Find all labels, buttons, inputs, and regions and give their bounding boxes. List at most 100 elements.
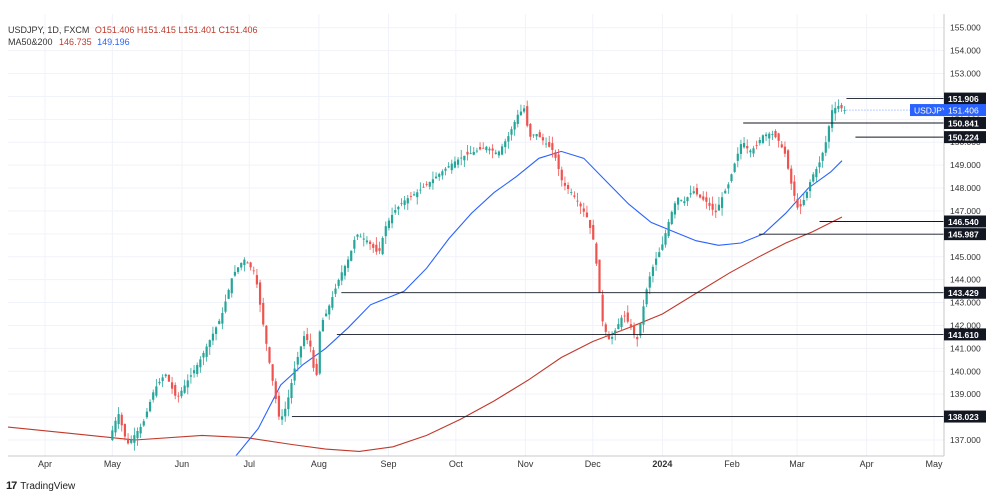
candle-body bbox=[412, 194, 416, 196]
candle bbox=[463, 155, 466, 168]
candle bbox=[727, 182, 730, 194]
candle bbox=[488, 146, 491, 155]
candle-body bbox=[236, 267, 240, 272]
candle bbox=[387, 217, 391, 231]
candle-body bbox=[815, 168, 818, 178]
candle-body bbox=[840, 104, 843, 109]
candle bbox=[431, 171, 435, 190]
tradingview-footer[interactable]: 17 TradingView bbox=[6, 480, 75, 492]
ma200-path bbox=[8, 216, 843, 452]
candle bbox=[768, 131, 771, 147]
candle-body bbox=[636, 337, 639, 340]
candle bbox=[130, 435, 133, 445]
candle bbox=[592, 219, 595, 240]
candle-body bbox=[227, 289, 230, 299]
candle-body bbox=[604, 324, 607, 332]
candle-body bbox=[312, 350, 315, 368]
candle bbox=[780, 140, 783, 149]
candle-body bbox=[601, 294, 604, 322]
candle-body bbox=[519, 111, 523, 116]
candle bbox=[384, 221, 387, 244]
candle-body bbox=[397, 206, 400, 210]
x-tick-label: Nov bbox=[517, 459, 534, 469]
candle bbox=[230, 278, 233, 298]
candle bbox=[469, 145, 472, 155]
candle-body bbox=[711, 203, 714, 210]
candle bbox=[315, 358, 318, 377]
candle-body bbox=[249, 262, 252, 268]
candle-body bbox=[117, 414, 120, 425]
candle-body bbox=[658, 252, 661, 258]
candle-body bbox=[573, 195, 576, 197]
candle bbox=[287, 389, 290, 417]
candle-body bbox=[821, 152, 824, 161]
candle bbox=[262, 297, 265, 327]
candle-body bbox=[617, 324, 620, 330]
candle-body bbox=[500, 146, 504, 155]
candle bbox=[802, 192, 805, 207]
candle-body bbox=[752, 148, 755, 154]
candle bbox=[202, 350, 205, 366]
candle-body bbox=[689, 193, 692, 195]
candle bbox=[343, 264, 347, 280]
candle bbox=[422, 183, 425, 188]
candle bbox=[123, 423, 127, 441]
candle bbox=[632, 322, 636, 339]
candle-body bbox=[488, 148, 491, 151]
candle bbox=[224, 294, 227, 314]
candle bbox=[145, 407, 149, 420]
ma-line: MA50&200 146.735 149.196 bbox=[8, 36, 258, 48]
candle bbox=[397, 205, 400, 216]
candle-body bbox=[793, 181, 796, 196]
candle bbox=[318, 330, 321, 376]
candle-body bbox=[208, 340, 211, 348]
candle-body bbox=[139, 426, 142, 434]
candle-body bbox=[164, 374, 167, 377]
candle bbox=[447, 162, 450, 169]
candle-body bbox=[632, 325, 636, 336]
candle bbox=[532, 134, 535, 138]
candle-body bbox=[758, 139, 761, 144]
candle-body bbox=[485, 146, 488, 151]
candle bbox=[790, 165, 793, 191]
candle-body bbox=[535, 134, 538, 137]
candle bbox=[742, 137, 746, 149]
candle-body bbox=[566, 185, 570, 189]
candle-body bbox=[434, 176, 438, 179]
candle bbox=[353, 236, 356, 254]
candle bbox=[271, 364, 274, 386]
candle-body bbox=[114, 420, 117, 433]
candle bbox=[821, 151, 824, 168]
candle-body bbox=[180, 390, 183, 397]
candle-body bbox=[302, 336, 306, 347]
candle-body bbox=[771, 134, 774, 135]
candle-body bbox=[764, 134, 768, 137]
candle bbox=[695, 183, 699, 197]
candle-body bbox=[610, 336, 614, 339]
candle bbox=[186, 374, 189, 395]
candle-body bbox=[837, 105, 840, 109]
candle bbox=[764, 132, 768, 141]
level-tag bbox=[944, 131, 986, 144]
candle-body bbox=[287, 397, 290, 410]
candle bbox=[617, 318, 620, 330]
candle-body bbox=[507, 136, 510, 142]
candle bbox=[177, 392, 180, 403]
y-tick-label: 140.000 bbox=[950, 366, 981, 376]
candle-body bbox=[724, 190, 727, 194]
candle-body bbox=[262, 302, 265, 325]
candle bbox=[683, 196, 686, 206]
candle bbox=[576, 192, 579, 207]
candle-body bbox=[761, 135, 765, 143]
candle-body bbox=[334, 288, 337, 294]
candle bbox=[761, 134, 765, 145]
candle bbox=[444, 166, 447, 176]
candle bbox=[372, 242, 375, 253]
candle bbox=[381, 236, 384, 256]
candle-body bbox=[749, 150, 752, 153]
candle-body bbox=[362, 238, 365, 240]
symbol-tag-label: USDJPY bbox=[914, 106, 948, 116]
candle bbox=[560, 166, 563, 187]
